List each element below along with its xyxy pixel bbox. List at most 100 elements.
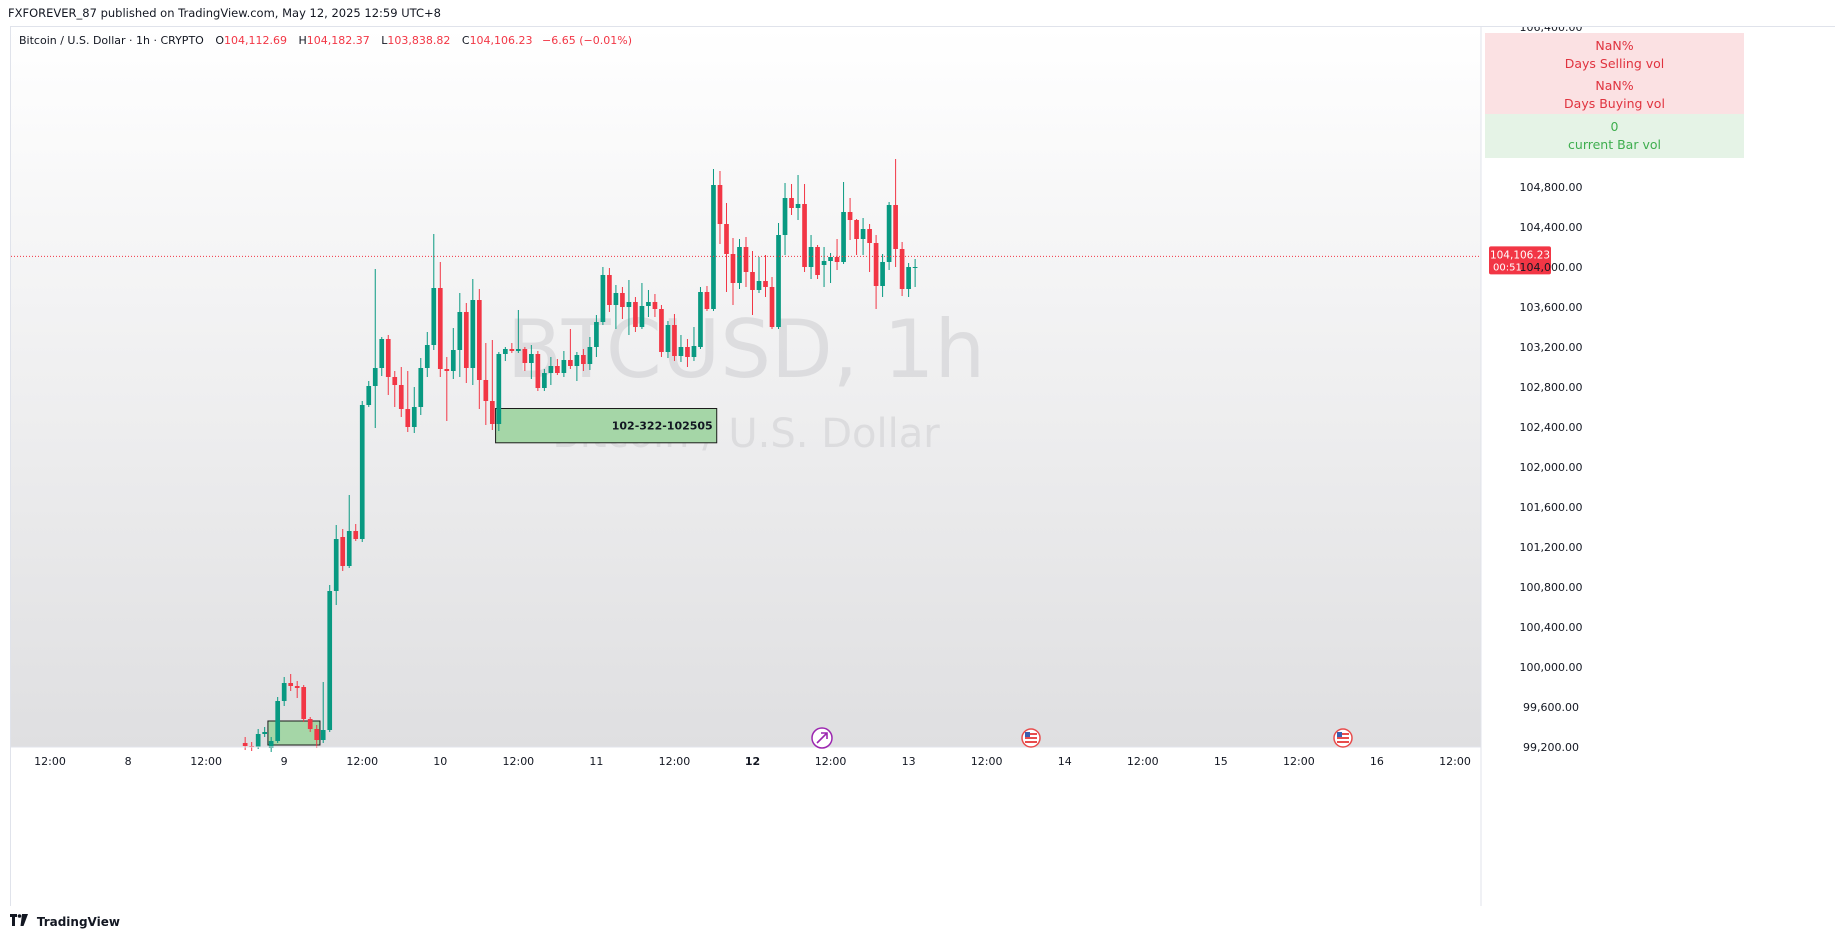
candle[interactable]: [463, 303, 469, 383]
candle[interactable]: [424, 332, 430, 377]
candle[interactable]: [307, 717, 313, 732]
candle[interactable]: [392, 371, 398, 407]
candle[interactable]: [529, 345, 534, 379]
candle[interactable]: [262, 727, 268, 737]
candle[interactable]: [535, 351, 541, 391]
candle[interactable]: [691, 327, 697, 361]
symbol-description[interactable]: Bitcoin / U.S. Dollar · 1h · CRYPTO: [19, 34, 204, 47]
candle[interactable]: [450, 328, 456, 379]
candle[interactable]: [548, 357, 554, 385]
tradingview-brand[interactable]: TradingView: [36, 915, 120, 929]
candle[interactable]: [737, 239, 742, 289]
candle[interactable]: [802, 184, 807, 272]
candle[interactable]: [867, 224, 872, 272]
candle[interactable]: [275, 697, 281, 743]
chart-pane[interactable]: BTCUSD, 1h Bitcoin / U.S. Dollar 102-322…: [10, 26, 1835, 906]
candle[interactable]: [860, 218, 866, 255]
candle[interactable]: [359, 401, 365, 542]
candle[interactable]: [489, 340, 495, 430]
candle[interactable]: [372, 269, 378, 428]
candle[interactable]: [763, 255, 768, 297]
candle[interactable]: [366, 381, 372, 407]
candle[interactable]: [314, 725, 320, 748]
candle[interactable]: [776, 223, 781, 329]
candle[interactable]: [502, 347, 508, 361]
candle[interactable]: [496, 352, 502, 431]
candle[interactable]: [873, 235, 879, 309]
candle[interactable]: [444, 357, 450, 421]
candle[interactable]: [476, 289, 482, 409]
us-flag-event-icon[interactable]: [1333, 728, 1353, 748]
candle[interactable]: [561, 351, 567, 377]
candle[interactable]: [568, 329, 573, 369]
candle[interactable]: [756, 257, 762, 293]
candle[interactable]: [704, 286, 710, 311]
us-flag-event-icon[interactable]: [1021, 728, 1041, 748]
support-zone[interactable]: [495, 408, 718, 444]
candle[interactable]: [398, 367, 404, 417]
candle[interactable]: [483, 343, 489, 425]
candle[interactable]: [678, 335, 684, 362]
candle[interactable]: [333, 525, 339, 605]
candle[interactable]: [659, 305, 664, 357]
candle[interactable]: [509, 343, 515, 353]
candle[interactable]: [652, 294, 658, 317]
candle[interactable]: [769, 277, 775, 329]
candle[interactable]: [828, 253, 833, 283]
candle[interactable]: [906, 263, 911, 297]
candle[interactable]: [672, 314, 677, 361]
candle[interactable]: [418, 358, 424, 415]
candle[interactable]: [912, 259, 918, 287]
candle[interactable]: [340, 529, 346, 571]
candle[interactable]: [405, 371, 411, 432]
candle[interactable]: [320, 682, 326, 743]
candle[interactable]: [457, 293, 463, 377]
candle[interactable]: [841, 182, 846, 264]
candle[interactable]: [581, 349, 586, 371]
candle[interactable]: [301, 685, 307, 722]
candle[interactable]: [646, 290, 651, 317]
candle[interactable]: [607, 268, 612, 312]
candle[interactable]: [730, 238, 736, 305]
candle[interactable]: [268, 737, 274, 752]
candle[interactable]: [242, 737, 248, 750]
candle[interactable]: [385, 335, 391, 395]
candle[interactable]: [743, 237, 749, 287]
candle[interactable]: [587, 337, 593, 370]
candle[interactable]: [574, 352, 580, 381]
candle[interactable]: [431, 234, 437, 350]
candle[interactable]: [555, 359, 560, 375]
candle[interactable]: [516, 310, 521, 353]
candle[interactable]: [834, 239, 840, 270]
candle[interactable]: [542, 369, 547, 391]
candle[interactable]: [620, 287, 625, 319]
candle[interactable]: [411, 387, 417, 433]
candle[interactable]: [685, 339, 690, 367]
candle[interactable]: [353, 524, 359, 541]
candle[interactable]: [717, 171, 723, 244]
candle[interactable]: [821, 247, 827, 287]
chart-canvas[interactable]: BTCUSD, 1h Bitcoin / U.S. Dollar 102-322…: [11, 27, 1835, 906]
candle[interactable]: [899, 242, 905, 296]
candle[interactable]: [294, 681, 300, 698]
candle[interactable]: [847, 198, 853, 240]
candle[interactable]: [854, 219, 859, 255]
candle[interactable]: [613, 285, 619, 329]
candle[interactable]: [379, 337, 385, 376]
candle[interactable]: [626, 280, 632, 335]
candle[interactable]: [639, 283, 645, 329]
candle[interactable]: [600, 267, 606, 325]
candle[interactable]: [795, 175, 801, 220]
candle[interactable]: [633, 297, 638, 332]
candle[interactable]: [893, 159, 898, 267]
candle[interactable]: [327, 585, 333, 732]
candle[interactable]: [698, 287, 703, 349]
candle[interactable]: [281, 677, 287, 706]
candle[interactable]: [665, 321, 671, 358]
candle[interactable]: [886, 202, 892, 270]
candle[interactable]: [346, 495, 352, 568]
candle[interactable]: [808, 235, 814, 279]
candle[interactable]: [880, 254, 885, 297]
tradingview-logo-icon[interactable]: [10, 906, 28, 939]
candle[interactable]: [288, 674, 294, 691]
